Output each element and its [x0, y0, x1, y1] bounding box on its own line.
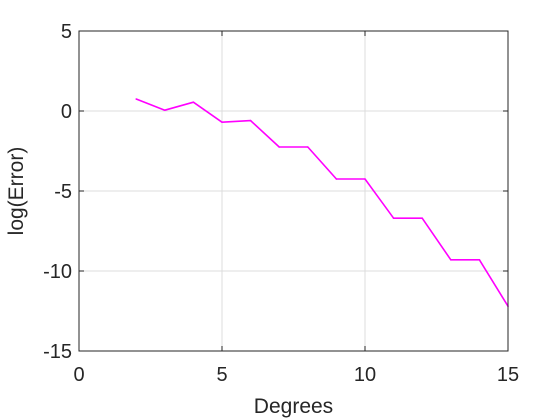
x-axis-ticks: 0 5 10 15	[73, 31, 519, 386]
data-point	[364, 178, 366, 180]
x-tick-label: 0	[73, 364, 84, 386]
grid-lines	[79, 31, 508, 351]
y-tick-label: -10	[43, 261, 72, 283]
data-point	[249, 119, 252, 122]
y-axis-label: log(Error)	[5, 147, 28, 236]
y-tick-label: -5	[54, 181, 72, 203]
data-point	[135, 98, 137, 100]
x-tick-label: 5	[216, 364, 227, 386]
data-point	[221, 121, 223, 123]
data-point	[307, 146, 309, 148]
data-point	[335, 178, 338, 180]
data-point	[421, 217, 424, 219]
data-series	[135, 98, 509, 308]
y-tick-label: -15	[43, 341, 72, 363]
data-point	[392, 217, 395, 219]
data-point	[450, 259, 452, 261]
x-tick-label: 10	[354, 364, 376, 386]
y-tick-label: 5	[61, 21, 72, 43]
data-point	[192, 101, 195, 103]
data-point	[478, 259, 481, 261]
y-axis-ticks: 5 0 -5 -10 -15	[43, 21, 508, 363]
y-tick-label: 0	[61, 101, 72, 123]
x-tick-label: 15	[497, 364, 519, 386]
series-line	[135, 98, 509, 307]
data-point	[164, 109, 166, 111]
x-axis-label: Degrees	[254, 395, 333, 418]
data-point	[278, 146, 281, 148]
